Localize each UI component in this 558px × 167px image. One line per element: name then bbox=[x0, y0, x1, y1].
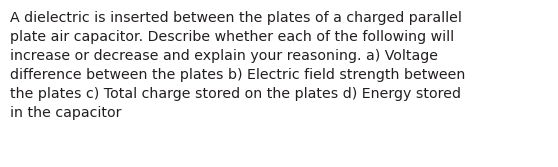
Text: A dielectric is inserted between the plates of a charged parallel
plate air capa: A dielectric is inserted between the pla… bbox=[10, 11, 465, 120]
